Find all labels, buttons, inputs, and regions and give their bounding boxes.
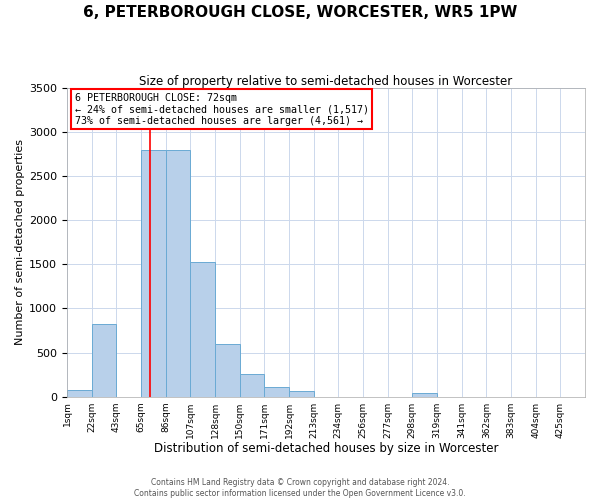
Y-axis label: Number of semi-detached properties: Number of semi-detached properties xyxy=(15,140,25,346)
Text: 6 PETERBOROUGH CLOSE: 72sqm
← 24% of semi-detached houses are smaller (1,517)
73: 6 PETERBOROUGH CLOSE: 72sqm ← 24% of sem… xyxy=(75,92,369,126)
Bar xyxy=(215,344,239,396)
Bar xyxy=(92,324,116,396)
Text: 6, PETERBOROUGH CLOSE, WORCESTER, WR5 1PW: 6, PETERBOROUGH CLOSE, WORCESTER, WR5 1P… xyxy=(83,5,517,20)
Title: Size of property relative to semi-detached houses in Worcester: Size of property relative to semi-detach… xyxy=(139,75,512,88)
Bar xyxy=(67,390,92,396)
X-axis label: Distribution of semi-detached houses by size in Worcester: Distribution of semi-detached houses by … xyxy=(154,442,498,455)
Bar xyxy=(166,150,190,396)
Bar xyxy=(412,393,437,396)
Bar xyxy=(239,374,265,396)
Bar xyxy=(265,387,289,396)
Text: Contains HM Land Registry data © Crown copyright and database right 2024.
Contai: Contains HM Land Registry data © Crown c… xyxy=(134,478,466,498)
Bar xyxy=(190,262,215,396)
Bar xyxy=(141,150,166,396)
Bar xyxy=(289,392,314,396)
